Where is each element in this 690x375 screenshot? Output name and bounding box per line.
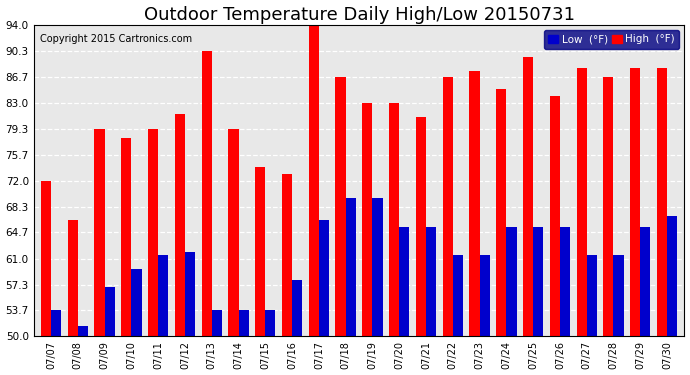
Bar	[282, 174, 292, 336]
Bar	[362, 103, 373, 336]
Bar	[442, 77, 453, 336]
Bar	[480, 255, 490, 336]
Bar	[185, 252, 195, 336]
Bar	[201, 51, 212, 336]
Bar	[416, 117, 426, 336]
Bar	[266, 310, 275, 336]
Text: Copyright 2015 Cartronics.com: Copyright 2015 Cartronics.com	[40, 34, 193, 45]
Bar	[68, 220, 78, 336]
Bar	[577, 68, 586, 336]
Bar	[308, 25, 319, 336]
Bar	[121, 138, 131, 336]
Legend: Low  (°F), High  (°F): Low (°F), High (°F)	[544, 30, 679, 49]
Bar	[603, 77, 613, 336]
Bar	[523, 57, 533, 336]
Bar	[373, 198, 383, 336]
Bar	[640, 227, 651, 336]
Bar	[426, 227, 436, 336]
Bar	[51, 310, 61, 336]
Bar	[657, 68, 667, 336]
Bar	[175, 114, 185, 336]
Bar	[292, 280, 302, 336]
Bar	[453, 255, 463, 336]
Bar	[158, 255, 168, 336]
Bar	[533, 227, 543, 336]
Bar	[630, 68, 640, 336]
Bar	[335, 77, 346, 336]
Bar	[255, 166, 266, 336]
Bar	[212, 310, 222, 336]
Bar	[41, 181, 51, 336]
Bar	[239, 310, 248, 336]
Bar	[613, 255, 624, 336]
Bar	[319, 220, 329, 336]
Bar	[550, 96, 560, 336]
Bar	[496, 89, 506, 336]
Bar	[346, 198, 356, 336]
Bar	[469, 71, 480, 336]
Bar	[667, 216, 677, 336]
Bar	[78, 326, 88, 336]
Bar	[148, 129, 158, 336]
Bar	[389, 103, 400, 336]
Title: Outdoor Temperature Daily High/Low 20150731: Outdoor Temperature Daily High/Low 20150…	[144, 6, 575, 24]
Bar	[400, 227, 409, 336]
Bar	[228, 129, 239, 336]
Bar	[105, 287, 115, 336]
Bar	[560, 227, 570, 336]
Bar	[586, 255, 597, 336]
Bar	[95, 129, 105, 336]
Bar	[131, 269, 141, 336]
Bar	[506, 227, 517, 336]
